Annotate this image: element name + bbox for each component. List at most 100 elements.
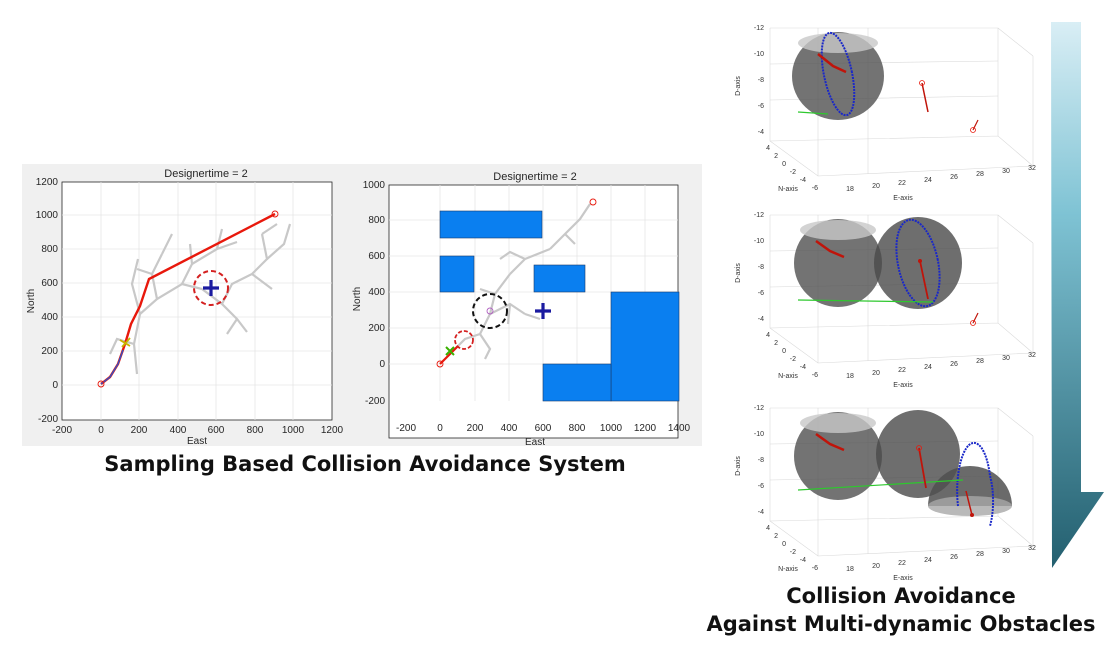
svg-text:-6: -6 [812,565,818,572]
left-plot-vehicle-marker [119,337,131,348]
middle-plot-tree [449,203,591,360]
left-plot-obstacle-circle [193,270,229,306]
svg-text:1000: 1000 [36,210,59,221]
plot3d-middle-svg: -12 -10 -8 -6 -4 4 2 0 -2 -4 -6 18 20 22… [735,212,1036,389]
middle-plot-panel: Designertime = 2 [350,164,702,448]
vehicle-trajectory [817,53,847,74]
svg-text:400: 400 [501,423,518,434]
middle-plot-xlabel: East [525,437,545,446]
left-plot-obstacle-center [203,280,219,296]
left-plot-xlabel: East [187,436,207,446]
caption-right-line2: Against Multi-dynamic Obstacles [706,612,1096,636]
svg-text:-12: -12 [754,405,764,412]
svg-text:26: 26 [950,361,958,368]
left-plot-yticks: 1200 1000 800 600 400 200 0 -200 [36,177,59,425]
svg-text:0: 0 [379,359,385,370]
svg-text:0: 0 [782,161,786,168]
svg-text:N-axis: N-axis [778,186,798,193]
plot3d-middle: -12 -10 -8 -6 -4 4 2 0 -2 -4 -6 18 20 22… [728,203,1048,395]
svg-text:800: 800 [368,215,385,226]
middle-plot-obstacle-circle-large [472,293,508,329]
svg-text:D-axis: D-axis [735,76,742,96]
middle-plot: Designertime = 2 [352,171,691,448]
svg-text:0: 0 [782,348,786,355]
svg-text:32: 32 [1028,545,1036,552]
middle-plot-goal-marker [589,198,597,206]
svg-text:-8: -8 [758,457,764,464]
svg-text:0: 0 [52,380,58,391]
svg-text:-10: -10 [754,238,764,245]
svg-text:28: 28 [976,171,984,178]
svg-text:1000: 1000 [363,180,386,191]
svg-text:800: 800 [41,244,58,255]
svg-text:28: 28 [976,358,984,365]
svg-text:600: 600 [368,251,385,262]
svg-text:30: 30 [1002,168,1010,175]
svg-text:20: 20 [872,370,880,377]
svg-text:-4: -4 [758,129,764,136]
svg-text:2: 2 [774,340,778,347]
left-plot-goal-marker [271,210,279,218]
obstacle-rect [439,255,475,293]
svg-text:26: 26 [950,174,958,181]
middle-plot-obstacles [439,210,680,402]
svg-text:4: 4 [766,145,770,152]
svg-text:30: 30 [1002,355,1010,362]
svg-text:-200: -200 [52,425,72,436]
svg-text:1200: 1200 [634,423,657,434]
svg-text:200: 200 [131,425,148,436]
svg-text:-12: -12 [754,212,764,219]
middle-plot-obstacle-circle-small [454,330,474,350]
middle-plot-ylabel: North [352,287,363,311]
obstacle-rect [542,363,612,402]
svg-text:20: 20 [872,183,880,190]
svg-text:18: 18 [846,186,854,193]
svg-text:-2: -2 [790,549,796,556]
dynamic-obstacle-ring [820,31,856,117]
svg-text:4: 4 [766,332,770,339]
obstacle-rect [533,264,586,293]
svg-text:-4: -4 [758,509,764,516]
svg-text:-8: -8 [758,264,764,271]
svg-text:24: 24 [924,364,932,371]
plot3d-bottom: -12 -10 -8 -6 -4 4 2 0 -2 -4 -6 18 20 22… [728,396,1048,584]
svg-text:2: 2 [774,153,778,160]
svg-text:24: 24 [924,177,932,184]
left-plot-ylabel: North [26,289,37,313]
svg-text:-2: -2 [790,169,796,176]
svg-text:-4: -4 [800,557,806,564]
svg-text:200: 200 [368,323,385,334]
left-plot-xticks: -200 0 200 400 600 800 1000 1200 [52,425,344,436]
middle-plot-planned-path [439,345,459,365]
middle-plot-vehicle-marker [445,346,455,356]
svg-text:18: 18 [846,373,854,380]
svg-text:24: 24 [924,557,932,564]
svg-text:E-axis: E-axis [893,382,913,389]
svg-text:-6: -6 [812,185,818,192]
svg-text:D-axis: D-axis [735,263,742,283]
svg-text:N-axis: N-axis [778,373,798,380]
svg-text:1200: 1200 [36,177,59,188]
svg-text:-200: -200 [365,396,385,407]
left-plot-grid [62,182,332,420]
left-plot-panel: Designertime = 2 [22,164,350,447]
middle-plot-xticks: -200 0 200 400 600 800 1000 1200 1400 [396,423,691,434]
svg-text:1000: 1000 [282,425,305,436]
svg-text:600: 600 [535,423,552,434]
time-progress-arrow [1051,22,1104,568]
svg-text:22: 22 [898,367,906,374]
svg-text:E-axis: E-axis [893,575,913,582]
plot3d-top-box [769,27,1034,177]
obstacle-rect [439,210,543,239]
svg-text:200: 200 [41,346,58,357]
left-plot-traveled-path [100,349,124,385]
svg-text:400: 400 [41,312,58,323]
svg-text:400: 400 [170,425,187,436]
svg-text:-4: -4 [800,177,806,184]
svg-text:22: 22 [898,180,906,187]
svg-text:-10: -10 [754,51,764,58]
svg-text:-200: -200 [38,414,58,425]
svg-text:0: 0 [437,423,443,434]
left-plot-start-marker [97,380,105,388]
svg-text:-6: -6 [758,103,764,110]
